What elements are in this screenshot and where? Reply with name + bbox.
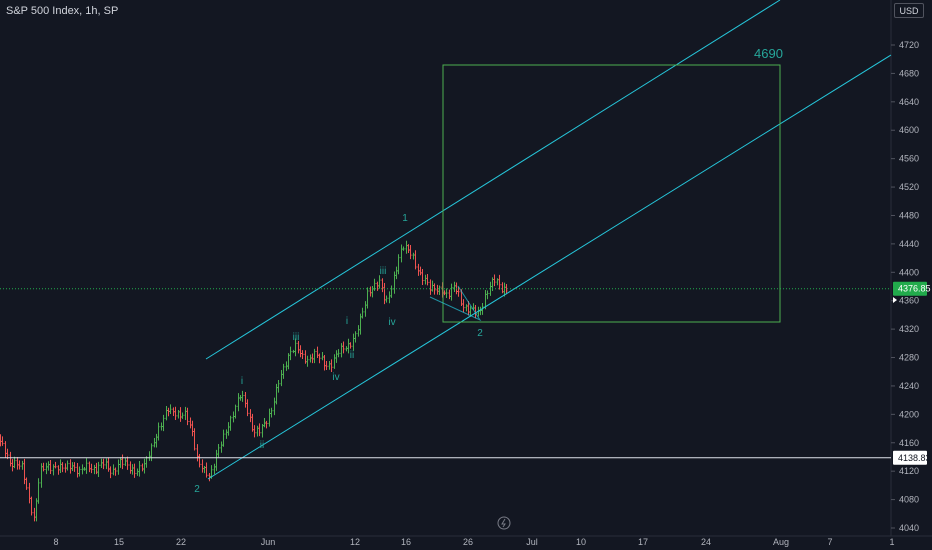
lightning-icon-ring	[497, 516, 511, 530]
price-axis[interactable]: 4040 4080 4120 4160 4200 4240 4280 4320 4360 4400…	[891, 40, 931, 533]
wave-label: iii	[380, 266, 387, 277]
y-tick-label: 4080	[899, 495, 919, 505]
y-tick-label: 4400	[899, 267, 919, 277]
wave-label: iv	[332, 372, 339, 383]
wave-label: 1	[402, 213, 408, 224]
target-label: 4690	[754, 46, 783, 61]
channel-lower-line	[207, 54, 892, 480]
target-box	[442, 64, 781, 323]
wave-label: iii	[293, 332, 300, 343]
y-tick-label: 4680	[899, 68, 919, 78]
last-price-tag	[893, 281, 927, 296]
y-tick-label: 4560	[899, 154, 919, 164]
y-tick-label: 4640	[899, 97, 919, 107]
x-tick-label: 10	[576, 537, 586, 547]
currency-button[interactable]: USD	[894, 3, 924, 18]
grid	[0, 0, 932, 537]
y-tick-label: 4280	[899, 353, 919, 363]
x-tick-label: 8	[53, 537, 58, 547]
y-tick-label: 4320	[899, 324, 919, 334]
y-tick-label: 4160	[899, 438, 919, 448]
wave-label: ii	[350, 350, 354, 361]
x-tick-label: 17	[638, 537, 648, 547]
support-level-value: 4138.83	[898, 453, 931, 463]
correction-wedge	[429, 285, 482, 322]
y-tick-label: 4200	[899, 409, 919, 419]
wave-label: iv	[388, 317, 395, 328]
y-tick-label: 4440	[899, 239, 919, 249]
x-tick-label: 15	[114, 537, 124, 547]
wave-label: ii	[260, 440, 264, 451]
x-tick-label: Jun	[261, 537, 276, 547]
x-tick-label: 22	[176, 537, 186, 547]
y-tick-label: 4720	[899, 40, 919, 50]
wave-label: 2	[477, 328, 483, 339]
y-tick-label: 4240	[899, 381, 919, 391]
time-axis[interactable]: 8 15 22 Jun 12 16 26 Jul 10 17 24 Aug 7 1	[53, 537, 894, 547]
wave-label: i	[346, 316, 348, 327]
y-tick-label: 4520	[899, 182, 919, 192]
channel-upper-line	[205, 0, 781, 360]
candles	[0, 240, 508, 522]
x-tick-label: 1	[889, 537, 894, 547]
last-price-value: 4376.85	[898, 284, 931, 294]
x-tick-label: 26	[463, 537, 473, 547]
x-tick-label: Aug	[773, 537, 789, 547]
y-tick-label: 4480	[899, 210, 919, 220]
support-level-tag	[893, 450, 927, 465]
y-tick-label: 4040	[899, 523, 919, 533]
y-tick-label: 4360	[899, 296, 919, 306]
wave-label: 2	[194, 484, 200, 495]
y-tick-label: 4600	[899, 125, 919, 135]
x-tick-label: 16	[401, 537, 411, 547]
y-tick-label: 4120	[899, 466, 919, 476]
chart-title: S&P 500 Index, 1h, SP	[6, 5, 119, 17]
lightning-icon	[501, 518, 506, 528]
x-tick-label: 24	[701, 537, 711, 547]
x-tick-label: 7	[827, 537, 832, 547]
price-marker-icon	[893, 297, 897, 303]
wave-label: i	[241, 376, 243, 387]
x-tick-label: 12	[350, 537, 360, 547]
x-tick-label: Jul	[526, 537, 538, 547]
